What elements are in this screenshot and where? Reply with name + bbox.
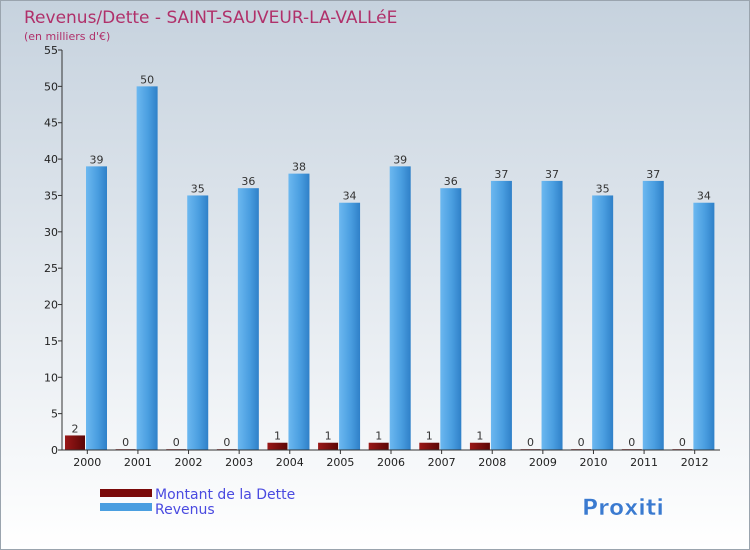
data-label-dette: 0	[679, 436, 686, 449]
bar-revenus	[440, 188, 462, 450]
y-tick-label: 20	[44, 299, 58, 312]
y-tick-label: 45	[44, 117, 58, 130]
y-tick-label: 35	[44, 189, 58, 202]
data-label-revenus: 37	[545, 168, 559, 181]
x-tick-label: 2005	[326, 456, 354, 469]
bar-revenus	[339, 202, 361, 450]
bar-revenus	[693, 202, 715, 450]
y-tick-label: 10	[44, 371, 58, 384]
data-label-dette: 1	[375, 430, 382, 443]
svg-text:Proxiti: Proxiti	[582, 496, 664, 521]
x-tick-label: 2011	[630, 456, 658, 469]
data-label-dette: 1	[476, 430, 483, 443]
bar-revenus	[592, 195, 614, 450]
chart-title: Revenus/Dette - SAINT-SAUVEUR-LA-VALLéE	[24, 8, 397, 28]
bar-revenus	[288, 173, 310, 451]
bar-dette	[469, 442, 490, 450]
y-tick-label: 40	[44, 153, 58, 166]
data-label-revenus: 50	[140, 73, 154, 86]
bar-revenus	[237, 188, 259, 450]
x-tick-label: 2012	[681, 456, 709, 469]
data-label-dette: 0	[527, 436, 534, 449]
x-tick-label: 2003	[225, 456, 253, 469]
bar-dette	[65, 435, 85, 450]
bar-revenus	[86, 166, 107, 450]
legend-swatch-dette	[100, 489, 152, 497]
data-label-dette: 0	[122, 436, 129, 449]
data-label-dette: 0	[628, 436, 635, 449]
data-label-revenus: 38	[292, 161, 306, 174]
data-label-revenus: 34	[697, 190, 711, 203]
legend-label-revenus: Revenus	[155, 502, 215, 518]
y-tick-label: 5	[51, 408, 58, 421]
x-tick-label: 2001	[124, 456, 152, 469]
logo-text: Proxiti	[582, 496, 664, 521]
x-axis-ticks: 2000 2001 2002 2003 2004 2005 2006 2007 2008 2009…	[73, 450, 709, 469]
data-label-revenus: 36	[241, 175, 255, 188]
y-tick-label: 25	[44, 262, 58, 275]
data-label-dette: 0	[223, 436, 230, 449]
bar-dette	[419, 442, 440, 450]
data-label-revenus: 34	[343, 190, 357, 203]
bar-revenus	[541, 180, 563, 450]
bars-group	[65, 86, 715, 451]
x-tick-label: 2002	[175, 456, 203, 469]
y-tick-label: 30	[44, 226, 58, 239]
y-tick-label: 55	[44, 44, 58, 57]
y-axis-ticks: 0 5 10 15 20 25 30 35 40 45 50 55	[44, 44, 62, 457]
proxiti-logo: Proxiti	[582, 496, 664, 522]
data-label-revenus: 35	[596, 182, 610, 195]
bar-revenus	[136, 86, 158, 450]
bar-dette	[368, 442, 389, 450]
bar-revenus	[642, 180, 664, 450]
y-tick-label: 50	[44, 80, 58, 93]
x-tick-label: 2000	[73, 456, 101, 469]
y-tick-label: 0	[51, 444, 58, 457]
x-tick-label: 2010	[579, 456, 607, 469]
legend-swatch-revenus	[100, 503, 152, 511]
bar-revenus	[187, 195, 209, 450]
data-label-revenus: 36	[444, 175, 458, 188]
data-label-revenus: 37	[494, 168, 508, 181]
data-label-dette: 1	[325, 430, 332, 443]
data-labels-group: 2 39 0 50 0 35 0 36 1 38 1 34 1 39 1 36 1 37 0 37 0 35 0 37 0 34	[72, 73, 711, 449]
data-label-revenus: 39	[393, 153, 407, 166]
x-tick-label: 2004	[276, 456, 304, 469]
data-label-dette: 2	[72, 422, 79, 435]
x-tick-label: 2007	[428, 456, 456, 469]
bar-dette	[267, 442, 288, 450]
x-tick-label: 2009	[529, 456, 557, 469]
legend-label-dette: Montant de la Dette	[155, 487, 295, 503]
data-label-dette: 0	[578, 436, 585, 449]
bar-dette	[318, 442, 339, 450]
bar-revenus	[389, 166, 411, 450]
data-label-dette: 0	[173, 436, 180, 449]
bar-revenus	[490, 180, 512, 450]
data-label-revenus: 35	[191, 182, 205, 195]
legend: Montant de la Dette Revenus	[100, 487, 295, 518]
x-tick-label: 2008	[478, 456, 506, 469]
data-label-revenus: 37	[646, 168, 660, 181]
data-label-dette: 1	[274, 430, 281, 443]
data-label-dette: 1	[426, 430, 433, 443]
x-tick-label: 2006	[377, 456, 405, 469]
data-label-revenus: 39	[90, 153, 104, 166]
chart-subtitle: (en milliers d'€)	[24, 30, 110, 43]
y-tick-label: 15	[44, 335, 58, 348]
